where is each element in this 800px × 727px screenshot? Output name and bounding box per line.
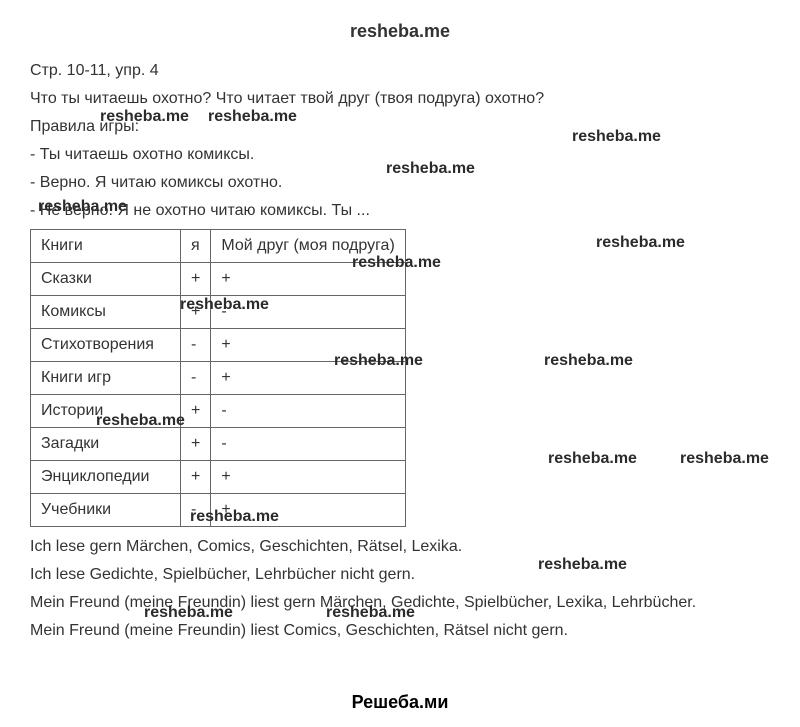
rule-2: - Верно. Я читаю комиксы охотно.: [30, 171, 770, 195]
cell: Комиксы: [31, 296, 181, 329]
table-row: Сказки + +: [31, 263, 406, 296]
cell: -: [181, 494, 211, 527]
sentence-1: Ich lese gern Märchen, Comics, Geschicht…: [30, 535, 770, 559]
cell: -: [211, 428, 405, 461]
cell: -: [211, 395, 405, 428]
cell: -: [181, 329, 211, 362]
rule-1: - Ты читаешь охотно комиксы.: [30, 143, 770, 167]
col-header: Мой друг (моя подруга): [211, 230, 405, 263]
header-title: resheba.me: [30, 18, 770, 45]
cell: Истории: [31, 395, 181, 428]
table-row: Книги игр - +: [31, 362, 406, 395]
sentence-2: Ich lese Gedichte, Spielbücher, Lehrbüch…: [30, 563, 770, 587]
cell: +: [181, 395, 211, 428]
cell: +: [181, 296, 211, 329]
col-header: Книги: [31, 230, 181, 263]
rule-3: - Не верно. Я не охотно читаю комиксы. Т…: [30, 199, 770, 223]
table-row: Загадки + -: [31, 428, 406, 461]
cell: Книги игр: [31, 362, 181, 395]
cell: +: [211, 494, 405, 527]
table-row: Энциклопедии + +: [31, 461, 406, 494]
page-ref: Стр. 10-11, упр. 4: [30, 59, 770, 83]
cell: Загадки: [31, 428, 181, 461]
cell: +: [181, 263, 211, 296]
cell: +: [211, 362, 405, 395]
table-row: Учебники - +: [31, 494, 406, 527]
table-row: Истории + -: [31, 395, 406, 428]
cell: +: [181, 461, 211, 494]
sentence-3: Mein Freund (meine Freundin) liest gern …: [30, 591, 770, 615]
cell: +: [211, 329, 405, 362]
cell: +: [211, 461, 405, 494]
cell: Сказки: [31, 263, 181, 296]
cell: +: [181, 428, 211, 461]
reading-table: Книги я Мой друг (моя подруга) Сказки + …: [30, 229, 406, 527]
cell: Энциклопедии: [31, 461, 181, 494]
document-content: resheba.me Стр. 10-11, упр. 4 Что ты чит…: [0, 0, 800, 643]
rules-label: Правила игры:: [30, 115, 770, 139]
table-row: Комиксы + -: [31, 296, 406, 329]
cell: Стихотворения: [31, 329, 181, 362]
cell: -: [181, 362, 211, 395]
cell: -: [211, 296, 405, 329]
col-header: я: [181, 230, 211, 263]
cell: +: [211, 263, 405, 296]
cell: Учебники: [31, 494, 181, 527]
sentence-4: Mein Freund (meine Freundin) liest Comic…: [30, 619, 770, 643]
footer-title: Решеба.ми: [0, 692, 800, 713]
question-line: Что ты читаешь охотно? Что читает твой д…: [30, 87, 770, 111]
table-header-row: Книги я Мой друг (моя подруга): [31, 230, 406, 263]
table-row: Стихотворения - +: [31, 329, 406, 362]
